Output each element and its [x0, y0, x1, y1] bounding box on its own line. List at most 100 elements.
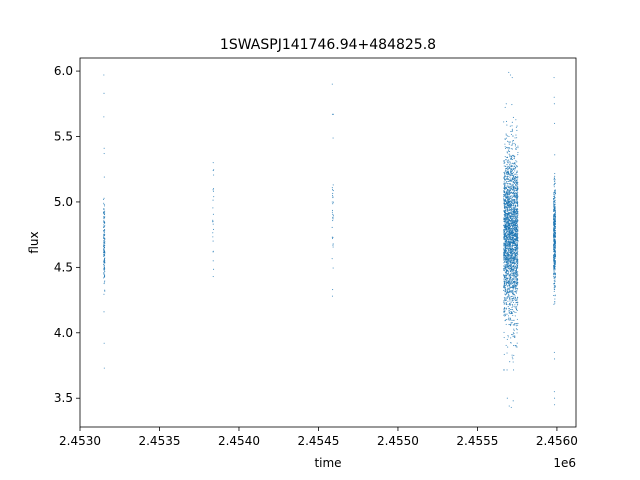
- data-point: [507, 140, 509, 142]
- data-point: [517, 283, 519, 285]
- data-point: [507, 317, 510, 319]
- data-point: [554, 227, 556, 229]
- data-point: [505, 246, 507, 248]
- data-point: [513, 189, 515, 191]
- data-point: [508, 185, 510, 187]
- data-point: [512, 286, 514, 288]
- x-axis-offset-label: 1e6: [553, 456, 576, 470]
- data-point: [503, 308, 505, 310]
- data-point: [511, 175, 513, 177]
- data-point: [507, 198, 509, 200]
- data-point: [515, 290, 517, 292]
- data-point: [505, 217, 507, 219]
- data-point: [510, 201, 512, 203]
- data-point: [103, 152, 105, 155]
- data-point: [504, 245, 506, 247]
- data-point: [513, 223, 515, 226]
- data-point: [511, 173, 513, 175]
- data-point: [553, 294, 555, 297]
- y-tick-label: 3.5: [54, 391, 73, 405]
- data-point: [512, 179, 514, 181]
- data-point: [507, 294, 509, 296]
- data-point: [509, 141, 511, 143]
- data-point: [507, 167, 509, 169]
- data-point: [514, 243, 516, 245]
- data-point: [503, 178, 505, 180]
- data-point: [503, 201, 505, 203]
- data-point: [508, 153, 510, 155]
- data-point: [103, 205, 106, 207]
- data-point: [103, 226, 105, 229]
- data-point: [512, 220, 514, 222]
- data-point: [517, 264, 519, 266]
- data-point: [513, 208, 515, 210]
- data-point: [515, 311, 517, 314]
- data-point: [554, 217, 557, 219]
- data-point: [554, 216, 556, 218]
- data-point: [508, 309, 510, 311]
- data-point: [510, 255, 512, 257]
- data-point: [512, 165, 514, 167]
- data-point: [553, 203, 555, 205]
- data-point: [516, 231, 518, 233]
- data-point: [506, 259, 508, 261]
- data-point: [103, 226, 105, 228]
- data-point: [514, 224, 516, 226]
- data-point: [554, 253, 556, 255]
- data-point: [332, 243, 334, 245]
- data-point: [503, 162, 505, 164]
- data-point: [508, 227, 510, 229]
- data-point: [331, 209, 334, 212]
- data-point: [516, 223, 518, 225]
- data-point: [510, 283, 512, 285]
- data-point: [553, 255, 555, 257]
- data-point: [511, 252, 513, 254]
- data-point: [505, 259, 507, 261]
- data-point: [553, 221, 555, 223]
- data-point: [503, 287, 505, 289]
- data-point: [504, 212, 507, 214]
- data-point: [505, 193, 507, 195]
- data-point: [508, 289, 510, 291]
- data-point: [554, 247, 556, 249]
- data-point: [510, 304, 512, 306]
- data-point: [517, 254, 519, 256]
- data-point: [511, 168, 513, 170]
- data-point: [510, 280, 512, 282]
- x-tick-label: 2.4530: [59, 434, 101, 448]
- data-point: [510, 263, 512, 265]
- data-point: [554, 225, 556, 227]
- data-point: [512, 334, 514, 336]
- data-point: [212, 221, 214, 223]
- data-point: [509, 228, 511, 230]
- data-point: [510, 234, 512, 236]
- data-point: [505, 178, 507, 180]
- data-point: [103, 258, 105, 261]
- data-point: [513, 235, 515, 237]
- data-point: [507, 217, 509, 219]
- data-point: [505, 169, 507, 171]
- data-point: [516, 185, 518, 187]
- data-point: [104, 275, 106, 278]
- data-point: [510, 246, 512, 248]
- data-point: [506, 233, 508, 235]
- data-point: [509, 225, 511, 227]
- data-point: [516, 266, 518, 269]
- data-point: [506, 273, 508, 275]
- data-point: [509, 277, 511, 280]
- data-point: [516, 197, 518, 200]
- data-point: [508, 282, 511, 284]
- data-point: [511, 183, 513, 185]
- data-point: [553, 220, 556, 222]
- data-point: [514, 163, 516, 165]
- data-point: [503, 179, 506, 181]
- data-point: [515, 196, 517, 198]
- data-point: [514, 271, 516, 273]
- data-point: [103, 367, 105, 369]
- data-point: [554, 257, 556, 260]
- data-point: [510, 169, 512, 171]
- data-point: [503, 177, 505, 179]
- data-point: [504, 213, 506, 215]
- data-point: [511, 298, 513, 300]
- data-point: [504, 300, 506, 302]
